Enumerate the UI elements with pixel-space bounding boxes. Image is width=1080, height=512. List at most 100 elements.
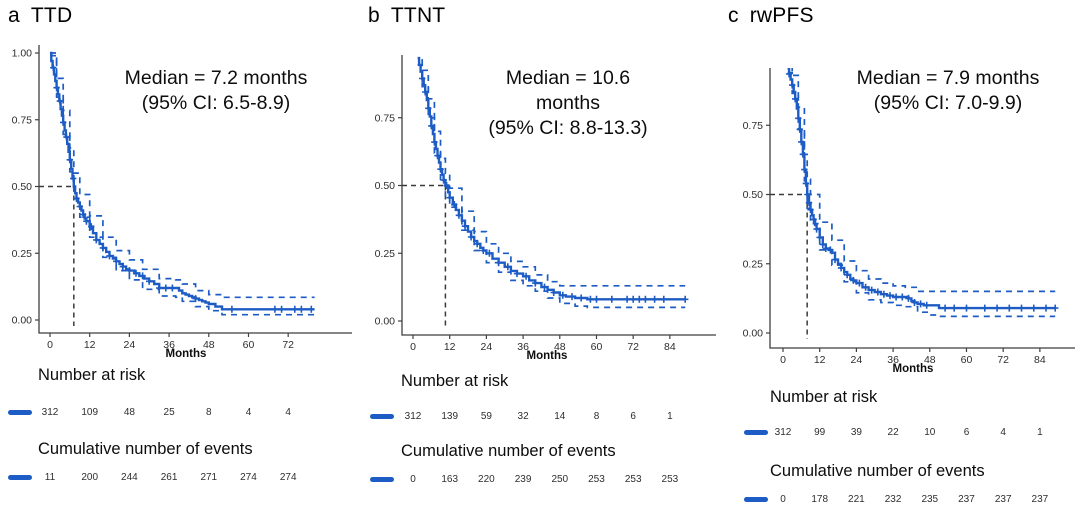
x-tick-label: 36 (887, 354, 899, 366)
x-tick-label: 0 (47, 339, 53, 351)
censor-mark (798, 138, 805, 146)
group-legend-dash-icon (744, 497, 768, 502)
censor-mark (486, 249, 493, 257)
censor-mark (963, 304, 970, 312)
x-tick-label: 12 (84, 339, 96, 351)
censor-mark (899, 293, 906, 301)
ci-upper-line (421, 55, 686, 287)
at-risk-count: 6 (963, 427, 970, 438)
cum-events-header: Cumulative number of events (401, 442, 616, 460)
censor-mark (425, 104, 432, 112)
cum-events-count: 244 (121, 472, 138, 483)
median-annotation-line: (95% CI: 8.8-13.3) (488, 117, 647, 139)
y-tick-label: 0.75 (743, 120, 764, 132)
panel-title-ttnt: b TTNT (368, 4, 445, 28)
x-tick-label: 24 (481, 341, 493, 353)
panel-endpoint-label: rwPFS (749, 4, 814, 27)
cum-events-count: 261 (160, 472, 178, 483)
cum-events-count: 0 (780, 494, 786, 505)
x-tick-label: 72 (282, 339, 294, 351)
panel-ttnt: 0.75 0.50 0.25 0.00 0 12 24 36 48 60 72 84 Months Med… (360, 0, 720, 512)
at-risk-count: 1 (1037, 427, 1043, 438)
y-tick-label: 0.25 (12, 248, 33, 260)
censor-mark (804, 191, 811, 198)
censor-mark (827, 246, 834, 254)
censor-mark (880, 290, 888, 298)
y-tick-label: 0.50 (375, 180, 396, 192)
cum-events-count: 239 (514, 474, 532, 485)
at-risk-count: 6 (630, 411, 636, 422)
censor-mark (822, 245, 829, 252)
censor-mark (422, 88, 429, 96)
median-annotation-line: (95% CI: 7.0-9.9) (874, 92, 1022, 114)
cum-events-count: 163 (441, 474, 459, 485)
cum-events-count: 237 (994, 494, 1012, 505)
censor-mark (437, 165, 444, 173)
at-risk-count: 22 (887, 427, 899, 438)
censor-mark (76, 203, 83, 210)
censor-mark (623, 295, 631, 303)
y-tick-label: 0.25 (375, 248, 396, 260)
censor-mark (951, 304, 958, 312)
cum-events-count: 274 (279, 472, 297, 483)
censor-mark (1030, 304, 1037, 312)
panel-ttd: 1.00 0.75 0.50 0.25 0.00 0 12 24 36 48 60 72 Months M… (0, 0, 360, 512)
x-tick-label: 24 (851, 354, 863, 366)
censor-mark (467, 233, 475, 241)
panel-endpoint-label: TTD (30, 4, 73, 27)
cum-events-count: 253 (588, 474, 605, 485)
at-risk-count: 10 (924, 427, 936, 438)
censor-mark (608, 295, 615, 303)
cum-events-count: 235 (921, 494, 939, 505)
censor-mark (785, 70, 793, 78)
censor-mark (802, 179, 810, 187)
censor-mark (522, 272, 530, 280)
axis-lines (401, 55, 716, 336)
at-risk-count: 139 (441, 411, 459, 422)
cum-events-count: 220 (478, 474, 495, 485)
censor-mark (850, 276, 857, 284)
cum-events-count: 250 (551, 474, 569, 485)
cum-events-count: 232 (884, 494, 902, 505)
cum-events-count: 11 (44, 472, 56, 483)
x-tick-label: 0 (410, 341, 416, 353)
x-tick-label: 48 (203, 339, 215, 351)
censor-mark (474, 240, 481, 248)
censor-mark (271, 305, 279, 313)
median-annotation-line: Median = 10.6 (506, 67, 630, 89)
km-plot-TTD: 1.00 0.75 0.50 0.25 0.00 0 12 24 36 48 60 72 Months M… (12, 45, 352, 360)
cum-events-header: Cumulative number of events (38, 440, 253, 458)
ci-lower-line (417, 64, 686, 309)
at-risk-count: 312 (41, 407, 59, 418)
ci-upper-line (50, 52, 315, 299)
censor-mark (291, 305, 298, 313)
censor-mark (106, 252, 113, 260)
censor-mark (642, 295, 649, 303)
y-tick-label: 0.25 (743, 258, 764, 270)
median-annotation-line: Median = 7.9 months (857, 67, 1040, 89)
median-annotation-line: (95% CI: 6.5-8.9) (142, 92, 290, 114)
ci-upper-line (791, 68, 1056, 293)
censor-mark (504, 263, 511, 271)
plot-area (770, 68, 1059, 339)
cum-events-count: 253 (661, 474, 679, 485)
censor-mark (1052, 304, 1059, 312)
at-risk-header: Number at risk (401, 372, 509, 390)
censor-mark (831, 256, 839, 264)
censor-mark (923, 301, 930, 309)
censor-mark (132, 269, 140, 277)
censor-mark (513, 270, 521, 278)
censor-mark (568, 293, 576, 301)
x-tick-label: 48 (924, 354, 936, 366)
censor-mark (807, 206, 814, 214)
censor-mark (541, 283, 548, 291)
cum-events-count: 237 (958, 494, 975, 505)
x-tick-label: 12 (444, 341, 456, 353)
censor-mark (862, 283, 869, 291)
at-risk-count: 312 (404, 411, 422, 422)
at-risk-count: 4 (285, 407, 291, 418)
at-risk-count: 39 (850, 427, 862, 438)
censor-mark (874, 288, 881, 296)
axis-lines (38, 45, 352, 334)
